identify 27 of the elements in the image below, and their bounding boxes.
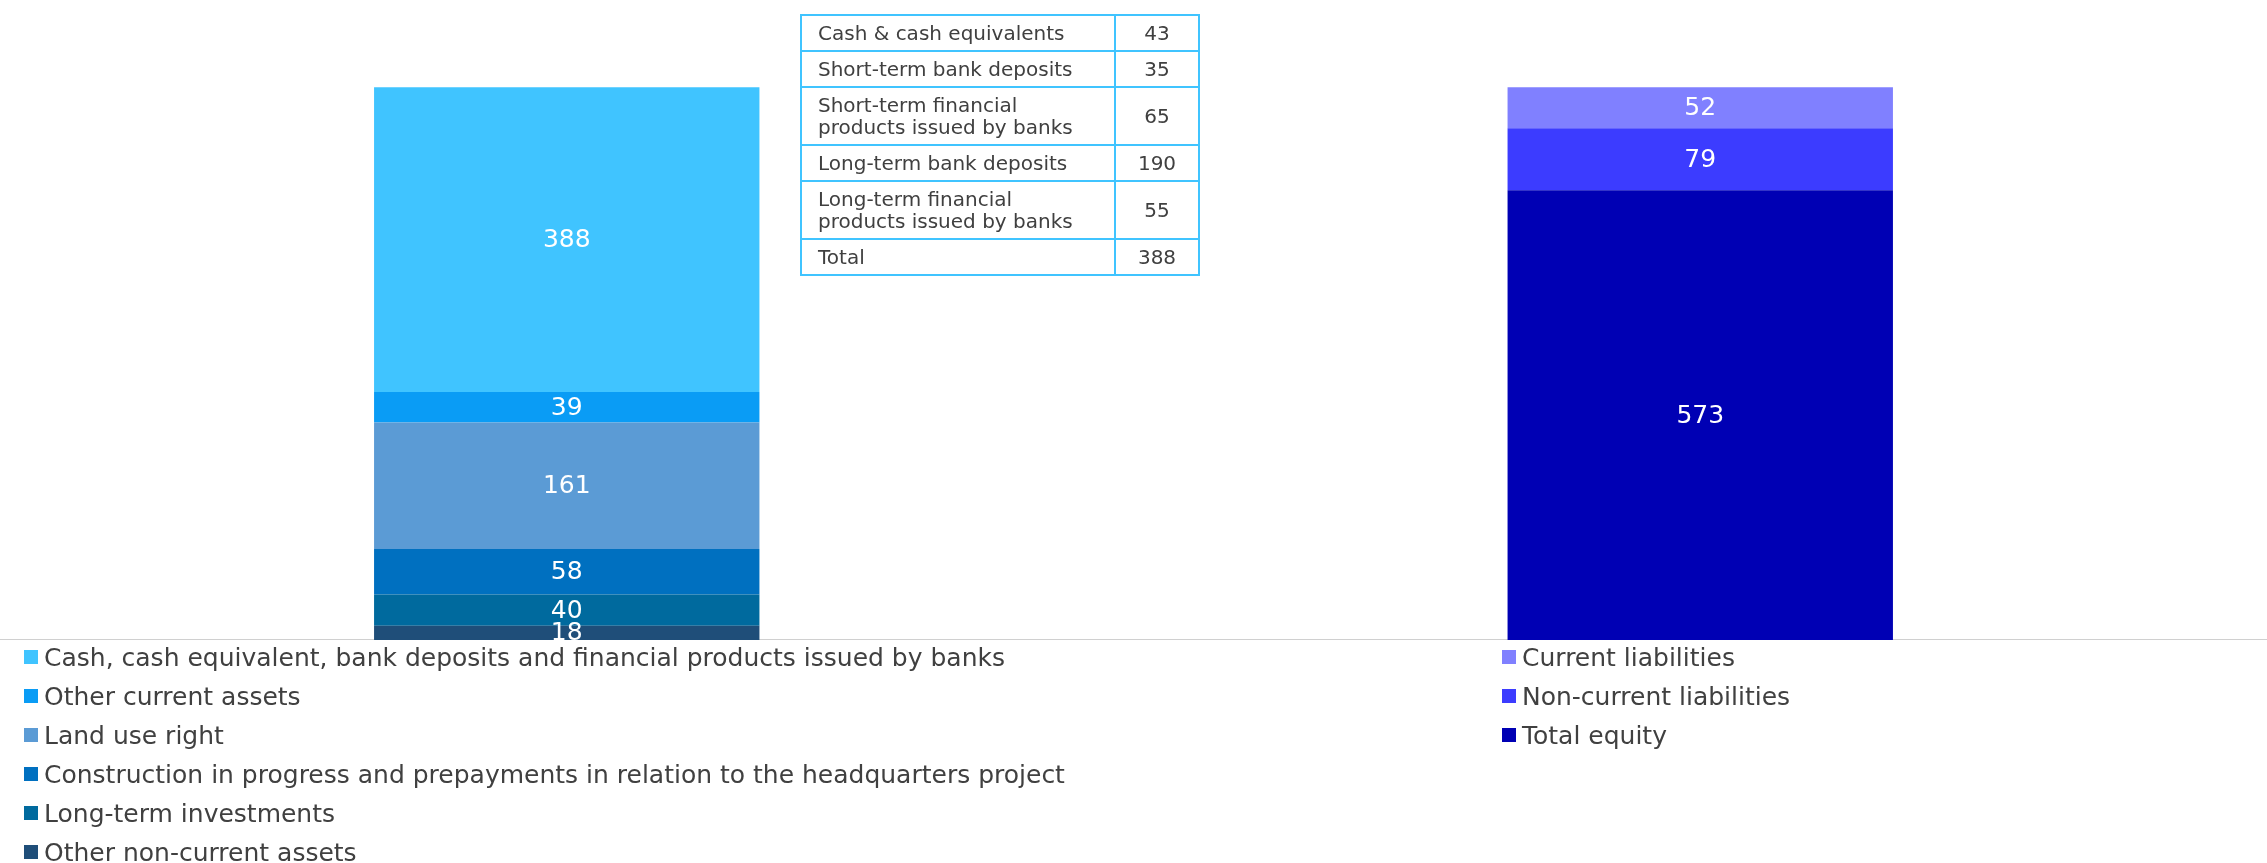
- annotation: 65: [1115, 87, 1199, 145]
- data-label: 79: [1684, 143, 1717, 173]
- data-label: 161: [542, 470, 591, 500]
- text: Short-term bank deposits: [801, 51, 1115, 87]
- legend-label: Non-current liabilities: [1522, 682, 1791, 711]
- annotation: 55: [1115, 181, 1199, 239]
- legend-label: Total equity: [1522, 721, 1667, 750]
- annotation: Short-term financial products issued by banks: [801, 87, 1115, 145]
- data-label: 573: [1676, 399, 1725, 429]
- legend-label: Long-term investments: [44, 799, 336, 828]
- data-label: 388: [542, 224, 591, 254]
- annotation: 388: [1115, 239, 1199, 275]
- annotation: Long-term bank deposits: [801, 145, 1115, 181]
- legend-label: Land use right: [44, 721, 224, 750]
- annotation: Long-term financial products issued by banks: [801, 181, 1115, 239]
- text: Cash & cash equivalents: [801, 15, 1115, 51]
- data-label: 39: [550, 391, 583, 421]
- text: 35: [1115, 51, 1199, 87]
- data-label: 58: [550, 556, 583, 586]
- annotation: Total: [801, 239, 1115, 275]
- text: 43: [1115, 15, 1199, 51]
- legend-label: Other non-current assets: [44, 838, 357, 863]
- annotation: 190: [1115, 145, 1199, 181]
- legend-label: Other current assets: [44, 682, 301, 711]
- legend-label: Construction in progress and prepayments in relation to the headquarters project: [44, 760, 1065, 789]
- data-label: 52: [1684, 92, 1717, 122]
- legend-label: Current liabilities: [1522, 643, 1735, 672]
